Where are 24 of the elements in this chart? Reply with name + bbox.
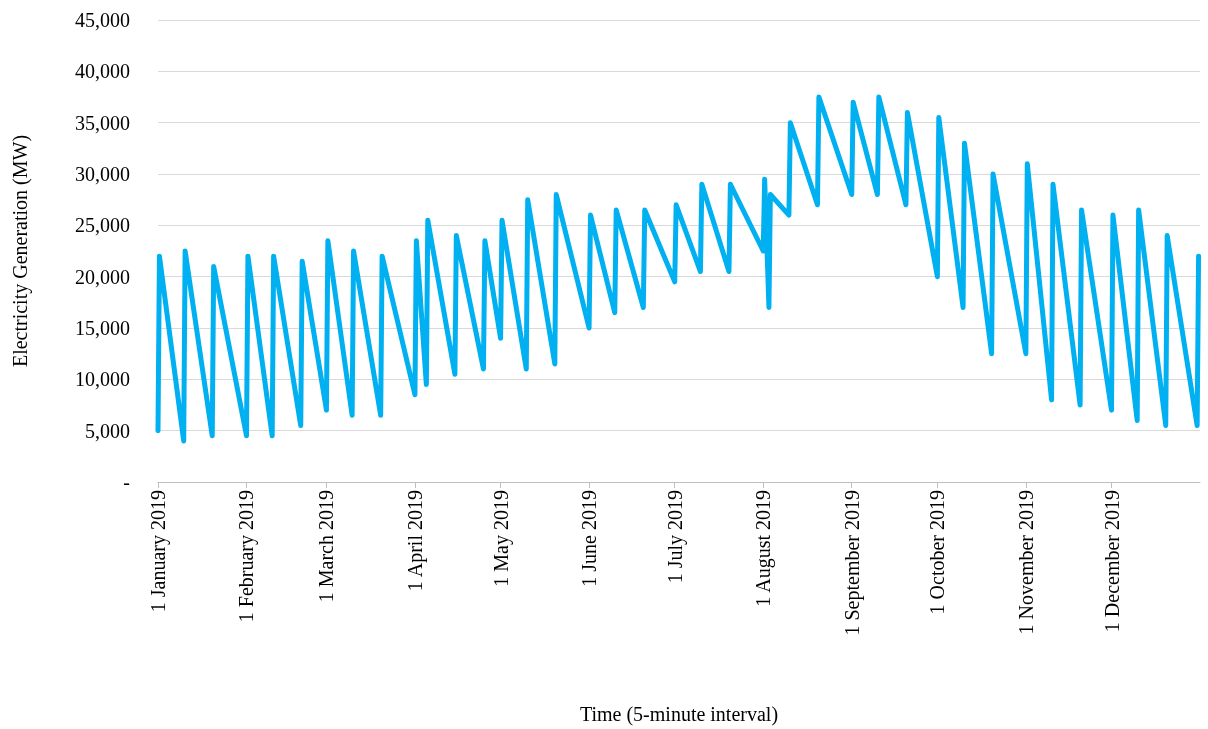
y-tick-label: 15,000 [75, 317, 130, 339]
x-axis-title: Time (5-minute interval) [579, 703, 779, 726]
x-tick-label: 1 November 2019 [1014, 490, 1037, 635]
y-tick-label: 10,000 [75, 368, 130, 391]
x-tick-label: 1 February 2019 [235, 490, 259, 623]
y-tick-label: 5,000 [85, 419, 130, 442]
x-tick-label: 1 September 2019 [840, 490, 864, 636]
x-tick-label: 1 March 2019 [315, 490, 338, 603]
y-tick-label: - [123, 471, 130, 493]
y-tick-label: 30,000 [75, 163, 130, 185]
y-tick-label: 25,000 [75, 214, 130, 237]
y-tick-label: 20,000 [75, 265, 130, 288]
x-tick-label: 1 October 2019 [926, 490, 949, 615]
x-tick-label: 1 July 2019 [663, 490, 687, 584]
x-tick-label: 1 December 2019 [1100, 490, 1123, 633]
y-tick-label: 45,000 [75, 9, 130, 31]
x-tick-label: 1 April 2019 [403, 490, 427, 592]
x-tick-label: 1 June 2019 [578, 490, 601, 587]
x-tick-label: 1 May 2019 [489, 490, 513, 587]
x-tick-label: 1 August 2019 [752, 490, 776, 607]
y-axis-title: Electricity Generation (MW) [9, 134, 32, 368]
x-tick-label: 1 January 2019 [147, 490, 170, 613]
y-tick-label: 40,000 [75, 60, 130, 83]
y-tick-label: 35,000 [75, 111, 130, 134]
